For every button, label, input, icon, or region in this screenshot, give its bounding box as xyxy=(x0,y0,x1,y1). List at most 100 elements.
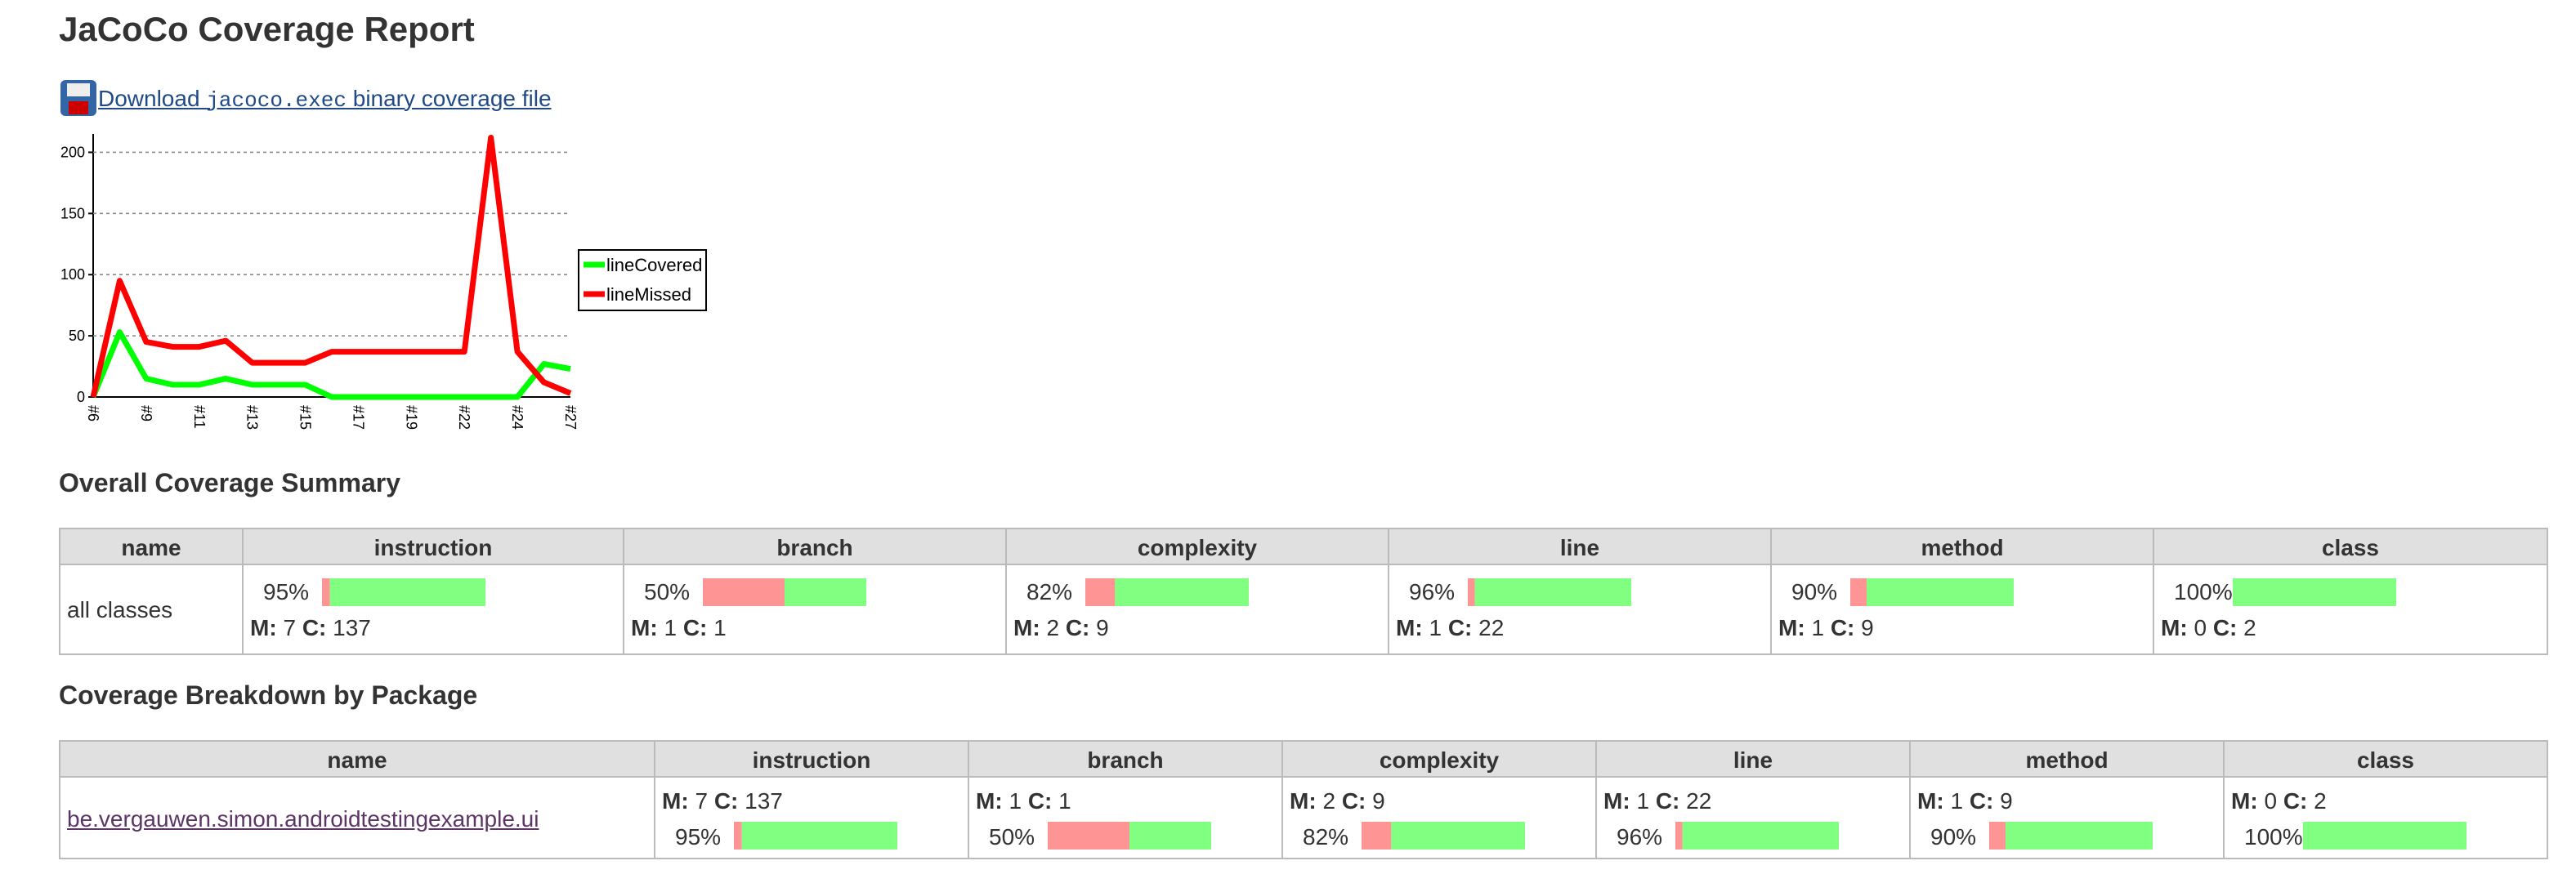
percent: 96% xyxy=(1617,823,1663,849)
coverage-bar xyxy=(322,578,485,605)
coverage-bar xyxy=(2303,822,2466,850)
x-tick-label: #9 xyxy=(138,405,154,421)
percent-row: 90% xyxy=(1917,818,2216,854)
column-header: name xyxy=(59,528,244,565)
coverage-cell: M: 1 C: 1 50% xyxy=(968,776,1283,859)
column-header: branch xyxy=(623,528,1007,565)
coverage-cell: 96% M: 1 C: 22 xyxy=(1388,564,1772,655)
percent: 96% xyxy=(1409,578,1456,604)
percent-row: 82% xyxy=(1290,818,1589,854)
y-tick-label: 200 xyxy=(60,144,85,160)
percent-row: 100% xyxy=(2161,573,2540,609)
header-row: name instruction branch complexity line metho… xyxy=(59,528,2548,565)
covered-count: 2 xyxy=(2314,787,2327,813)
covered-count: 137 xyxy=(333,614,371,640)
coverage-cell: M: 7 C: 137 95% xyxy=(654,776,969,859)
column-header: class xyxy=(2223,740,2548,778)
covered-bar xyxy=(1682,822,1839,850)
coverage-bar xyxy=(1850,578,2014,605)
covered-count: 9 xyxy=(1861,614,1874,640)
coverage-cell: M: 2 C: 9 82% xyxy=(1281,776,1597,859)
percent-row: 96% xyxy=(1396,573,1764,609)
section-title: Coverage Breakdown by Package xyxy=(59,683,478,711)
missed-covered: M: 7 C: 137 xyxy=(250,609,616,645)
missed-covered: M: 2 C: 9 xyxy=(1013,609,1381,645)
coverage-cell: 95% M: 7 C: 137 xyxy=(242,564,624,655)
legend-box xyxy=(578,249,707,311)
missed-label: M: xyxy=(2231,787,2258,813)
coverage-bar xyxy=(703,578,866,605)
coverage-cell: M: 1 C: 9 90% xyxy=(1909,776,2225,859)
missed-covered: M: 1 C: 22 xyxy=(1396,609,1764,645)
name-cell: be.vergauwen.simon.androidtestingexample… xyxy=(59,776,655,859)
covered-count: 137 xyxy=(745,787,783,813)
percent: 100% xyxy=(2244,823,2303,849)
missed-count: 1 xyxy=(1429,614,1442,640)
missed-bar xyxy=(734,822,742,850)
covered-count: 9 xyxy=(2000,787,2013,813)
coverage-bar xyxy=(1085,578,1249,605)
covered-label: C: xyxy=(2212,614,2238,640)
missed-count: 1 xyxy=(1008,787,1022,813)
missed-count: 1 xyxy=(1636,787,1650,813)
column-header: branch xyxy=(968,740,1283,778)
percent-row: 50% xyxy=(976,818,1275,854)
trend-chart: 0 50 100 150 200 #6 #9 #11 #13 #15 #17 #19 #22 #24 #27… xyxy=(60,134,707,430)
covered-label: C: xyxy=(302,614,327,640)
missed-label: M: xyxy=(1396,614,1423,640)
column-header: name xyxy=(59,740,655,778)
covered-count: 1 xyxy=(713,614,727,640)
percent: 90% xyxy=(1791,578,1838,604)
missed-bar xyxy=(1048,822,1129,850)
percent: 50% xyxy=(989,823,1035,849)
y-tick-label: 50 xyxy=(69,328,85,344)
download-link[interactable]: Download jacoco.exec binary coverage fil… xyxy=(98,84,552,112)
x-tick-label: #24 xyxy=(509,405,525,430)
data-row: be.vergauwen.simon.androidtestingexample… xyxy=(59,776,2548,859)
x-tick-label: #17 xyxy=(350,405,366,430)
summary-table: name instruction branch complexity line metho… xyxy=(59,528,2548,655)
missed-label: M: xyxy=(1917,787,1944,813)
column-header: instruction xyxy=(242,528,624,565)
covered-bar xyxy=(785,578,866,605)
download-row: Download jacoco.exec binary coverage fil… xyxy=(59,78,552,118)
missed-label: M: xyxy=(2161,614,2188,640)
column-header: complexity xyxy=(1281,740,1597,778)
percent-row: 96% xyxy=(1603,818,1903,854)
missed-covered: M: 2 C: 9 xyxy=(1290,782,1589,818)
missed-count: 2 xyxy=(1322,787,1336,813)
floppy-icon xyxy=(60,80,96,116)
missed-bar xyxy=(1085,578,1116,605)
series-line xyxy=(90,134,572,398)
covered-bar xyxy=(1391,822,1525,850)
missed-covered: M: 1 C: 22 xyxy=(1603,782,1903,818)
percent-row: 95% xyxy=(250,573,616,609)
coverage-bar xyxy=(1048,822,1211,850)
missed-count: 7 xyxy=(283,614,297,640)
coverage-cell: 82% M: 2 C: 9 xyxy=(1005,564,1389,655)
percent-row: 50% xyxy=(631,573,999,609)
coverage-cell: 100% M: 0 C: 2 xyxy=(2153,564,2548,655)
missed-covered: M: 7 C: 137 xyxy=(662,782,961,818)
coverage-bar xyxy=(2233,578,2396,605)
coverage-bar xyxy=(1675,822,1839,850)
missed-covered: M: 0 C: 2 xyxy=(2161,609,2540,645)
covered-count: 22 xyxy=(1478,614,1505,640)
missed-bar xyxy=(1468,578,1475,605)
percent: 82% xyxy=(1026,578,1073,604)
covered-bar xyxy=(1129,822,1211,850)
coverage-bar xyxy=(1468,578,1631,605)
missed-bar xyxy=(1362,822,1392,850)
coverage-bar xyxy=(734,822,897,850)
missed-label: M: xyxy=(1290,787,1317,813)
covered-bar xyxy=(1867,578,2014,605)
covered-label: C: xyxy=(682,614,708,640)
column-header: instruction xyxy=(654,740,969,778)
missed-covered: M: 1 C: 1 xyxy=(976,782,1275,818)
package-link[interactable]: be.vergauwen.simon.androidtestingexample… xyxy=(67,805,539,831)
missed-bar xyxy=(322,578,330,605)
covered-label: C: xyxy=(1027,787,1053,813)
covered-bar xyxy=(1474,578,1631,605)
